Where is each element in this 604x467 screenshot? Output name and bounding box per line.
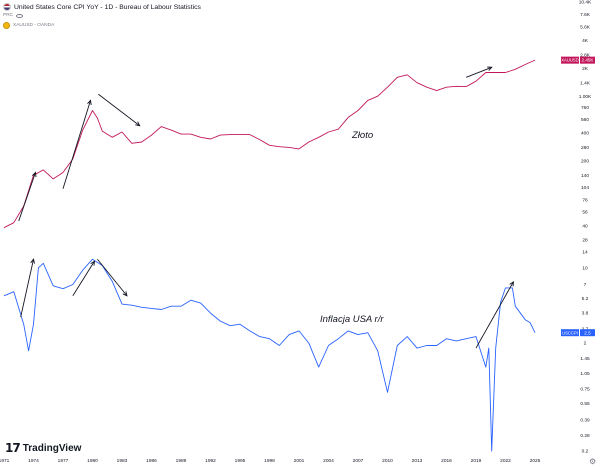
gold-coin-icon [3, 22, 10, 29]
x-tick-label: 1995 [235, 458, 246, 464]
settings-icon[interactable]: ⚙ [589, 457, 597, 466]
chart-legend: United States Core CPI YoY - 1D - Bureau… [0, 0, 560, 36]
x-tick-label: 1998 [264, 458, 275, 464]
x-tick-label: 2001 [294, 458, 305, 464]
trend-arrow-head [122, 291, 128, 297]
y-tick-label: 0.28 [580, 433, 590, 439]
y-tick-label: 104 [581, 185, 589, 191]
inflation-annotation: Inflacja USA r/r [320, 314, 384, 325]
y-tick-label: 40 [582, 223, 588, 229]
y-tick-label: 200 [581, 159, 589, 165]
x-tick-label: 2022 [500, 458, 511, 464]
x-tick-label: 2019 [471, 458, 482, 464]
y-tick-label: 0.55 [580, 401, 590, 407]
y-tick-label: 760 [581, 105, 589, 111]
gold-annotation: Złoto [351, 130, 373, 141]
y-tick-label: 0.75 [580, 387, 590, 393]
trend-arrow-line [98, 93, 140, 127]
trend-arrow-head [30, 258, 35, 264]
tradingview-logo[interactable]: 17 TradingView [5, 441, 81, 455]
y-tick-label: 140 [581, 173, 589, 179]
y-tick-label: 2 [584, 341, 587, 347]
x-tick-label: 1974 [28, 458, 39, 464]
y-tick-label: 3.8 [582, 311, 589, 317]
series-name-badge [561, 329, 579, 337]
trend-arrow-line [97, 258, 128, 297]
trend-arrow-head [90, 260, 96, 266]
x-tick-label: 1986 [146, 458, 157, 464]
y-tick-label: 7.6K [580, 12, 591, 18]
x-tick-label: 2016 [441, 458, 452, 464]
last-value-badge-label: 2.45K [581, 58, 594, 63]
y-tick-label: 4K [582, 38, 589, 44]
y-tick-label: 5.6K [580, 24, 591, 30]
trend-arrow-head [87, 99, 92, 105]
y-tick-label: 76 [582, 197, 588, 203]
trend-arrow-head [487, 66, 493, 71]
x-tick-label: 1977 [58, 458, 69, 464]
trend-arrow-line [18, 172, 36, 222]
y-tick-label: 1.00K [579, 94, 592, 100]
trend-arrow-head [31, 171, 37, 178]
y-tick-label: 280 [581, 145, 589, 151]
legend-controls[interactable]: PRC [3, 13, 24, 18]
last-value-badge [580, 56, 595, 64]
series-name-badge-label: XAUUSD [561, 58, 578, 63]
trend-arrow-line [475, 281, 514, 349]
tradingview-wordmark: TradingView [22, 442, 82, 454]
x-tick-label: 1971 [0, 458, 10, 464]
gold-symbol-label: XAUUSD - OANDA [13, 23, 55, 28]
last-value-badge-label: 2.5 [584, 330, 591, 335]
x-tick-label: 1989 [176, 458, 187, 464]
y-tick-label: 0.2 [582, 449, 589, 455]
gold-series-legend[interactable]: XAUUSD - OANDA [3, 22, 54, 29]
trend-arrow-line [72, 260, 95, 297]
y-tick-label: 2K [582, 66, 589, 72]
trend-arrow-line [20, 259, 34, 318]
x-tick-label: 2004 [323, 458, 334, 464]
x-tick-label: 1980 [87, 458, 98, 464]
y-tick-label: 2.8K [580, 52, 591, 58]
last-value-badge [580, 329, 595, 337]
trend-arrow-line [62, 100, 91, 189]
y-tick-label: 10.4K [579, 0, 592, 6]
y-tick-label: 7 [584, 282, 587, 288]
x-tick-label: 2013 [412, 458, 423, 464]
y-tick-label: 5.2 [582, 296, 589, 302]
x-tick-label: 1992 [205, 458, 216, 464]
y-tick-label: 10 [582, 265, 588, 271]
core-cpi-line [3, 258, 536, 452]
chart-title: United States Core CPI YoY - 1D - Bureau… [14, 3, 201, 11]
tradingview-mark: 17 [5, 441, 21, 455]
y-tick-label: 400 [581, 131, 589, 137]
x-tick-label: 2007 [353, 458, 364, 464]
trend-arrow-head [135, 121, 141, 127]
main-series-legend[interactable]: United States Core CPI YoY - 1D - Bureau… [3, 3, 201, 11]
x-tick-label: 2025 [530, 458, 541, 464]
x-tick-label: 2010 [382, 458, 393, 464]
y-tick-label: 0.39 [580, 417, 590, 423]
us-flag-icon [3, 3, 11, 11]
gold-price-line [3, 59, 536, 229]
y-tick-label: 1.05 [580, 371, 590, 377]
y-tick-label: 14 [582, 250, 588, 256]
y-tick-label: 28 [582, 238, 588, 244]
trend-arrow-head [509, 281, 514, 287]
trend-arrow-line [466, 66, 492, 78]
y-tick-label: 560 [581, 117, 589, 123]
y-tick-label: 1.45 [580, 356, 590, 362]
eye-icon[interactable] [16, 13, 24, 18]
series-name-badge-label: USCCPI [562, 330, 578, 335]
series-name-badge [561, 56, 579, 64]
y-tick-label: 56 [582, 210, 588, 216]
unit-label: PRC [3, 13, 14, 18]
x-tick-label: 1983 [117, 458, 128, 464]
y-tick-label: 1.4K [580, 80, 591, 86]
